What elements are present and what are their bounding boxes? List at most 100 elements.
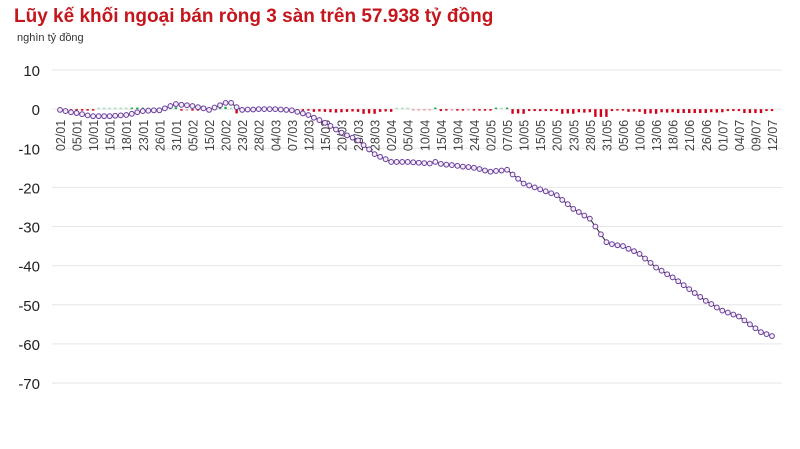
daily-bar xyxy=(748,109,752,114)
daily-bar xyxy=(643,109,647,114)
daily-bar xyxy=(401,107,404,110)
data-point xyxy=(515,175,522,182)
data-point xyxy=(625,245,632,252)
data-point xyxy=(603,239,610,246)
daily-bar xyxy=(671,109,674,113)
daily-bar xyxy=(649,109,652,114)
x-tick-label: 23/05 xyxy=(567,120,581,151)
data-point xyxy=(134,109,141,116)
data-point xyxy=(404,159,411,165)
chart-title: Lũy kế khối ngoại bán ròng 3 sàn trên 57… xyxy=(14,6,494,27)
daily-bar xyxy=(743,109,746,114)
y-tick-label: 10 xyxy=(23,63,40,80)
daily-bar xyxy=(301,109,305,111)
data-point xyxy=(206,107,212,113)
daily-bar xyxy=(715,109,719,113)
daily-bar xyxy=(395,107,398,110)
daily-bar xyxy=(538,109,542,112)
data-point xyxy=(642,255,648,262)
daily-bar xyxy=(721,109,724,113)
data-point xyxy=(167,103,174,109)
data-point xyxy=(355,137,361,144)
x-tick-label: 12/03 xyxy=(302,120,316,151)
data-point xyxy=(250,106,257,113)
y-axis-unit: nghìn tỷ đồng xyxy=(17,32,84,44)
daily-bar xyxy=(412,109,415,111)
data-point xyxy=(702,297,709,304)
x-tick-label: 04/07 xyxy=(733,120,747,151)
daily-bar xyxy=(334,109,338,113)
daily-bar xyxy=(522,109,525,114)
daily-bar xyxy=(373,109,376,114)
data-point xyxy=(597,231,604,238)
data-point xyxy=(305,112,312,118)
data-point xyxy=(664,271,671,278)
x-tick-label: 04/03 xyxy=(269,120,283,151)
data-point xyxy=(504,166,510,173)
daily-bar xyxy=(483,109,487,111)
data-point xyxy=(713,304,720,311)
data-point xyxy=(200,105,207,112)
daily-bar xyxy=(676,109,680,114)
y-tick-label: -30 xyxy=(18,220,40,237)
data-point xyxy=(509,171,516,178)
data-point xyxy=(548,190,555,197)
data-point xyxy=(101,113,108,120)
daily-bar xyxy=(434,107,437,110)
daily-bar xyxy=(588,109,592,113)
data-point xyxy=(620,243,626,249)
data-point xyxy=(322,119,328,126)
data-point xyxy=(426,160,433,167)
x-tick-label: 15/01 xyxy=(104,120,118,151)
data-point xyxy=(653,264,659,271)
x-tick-label: 19/04 xyxy=(451,120,465,151)
daily-bar xyxy=(356,109,360,112)
x-tick-label: 05/01 xyxy=(71,120,85,151)
data-point xyxy=(139,108,146,114)
daily-bar xyxy=(125,107,128,110)
data-point xyxy=(752,325,759,332)
data-point xyxy=(244,106,251,113)
daily-bar xyxy=(533,109,536,112)
daily-bar xyxy=(307,109,310,111)
x-tick-label: 05/06 xyxy=(617,120,631,151)
daily-bar xyxy=(505,107,509,110)
daily-bar xyxy=(688,109,691,114)
data-point xyxy=(537,186,544,193)
data-point xyxy=(310,114,317,121)
daily-bar xyxy=(660,109,663,113)
x-tick-label: 20/03 xyxy=(335,120,349,151)
data-point xyxy=(73,110,80,116)
daily-bar xyxy=(119,107,122,110)
x-tick-label: 07/05 xyxy=(501,120,515,151)
x-tick-label: 09/07 xyxy=(749,120,763,151)
data-point xyxy=(460,163,466,170)
data-point xyxy=(299,110,306,117)
data-point xyxy=(575,209,582,215)
daily-bar xyxy=(329,109,332,113)
data-point xyxy=(377,153,384,160)
x-tick-label: 26/06 xyxy=(700,120,714,151)
data-point xyxy=(184,102,190,109)
daily-bar xyxy=(577,109,581,113)
x-tick-label: 23/02 xyxy=(236,120,250,151)
x-tick-label: 12/07 xyxy=(766,120,780,151)
data-point xyxy=(697,294,704,300)
daily-bar xyxy=(511,109,514,114)
data-point xyxy=(631,248,637,255)
data-point xyxy=(564,201,571,208)
x-tick-label: 31/01 xyxy=(170,120,184,151)
daily-bar xyxy=(737,109,741,112)
daily-bar xyxy=(632,109,636,112)
x-tick-label: 10/04 xyxy=(418,120,432,151)
daily-bar xyxy=(180,109,183,111)
data-point xyxy=(614,242,621,249)
x-tick-label: 15/05 xyxy=(534,120,548,151)
x-tick-label: 18/01 xyxy=(120,120,134,151)
daily-bar xyxy=(362,109,365,114)
data-point xyxy=(586,215,593,222)
daily-bar xyxy=(80,109,84,111)
data-point xyxy=(487,168,494,175)
data-point xyxy=(520,180,527,187)
daily-bar xyxy=(384,109,387,112)
